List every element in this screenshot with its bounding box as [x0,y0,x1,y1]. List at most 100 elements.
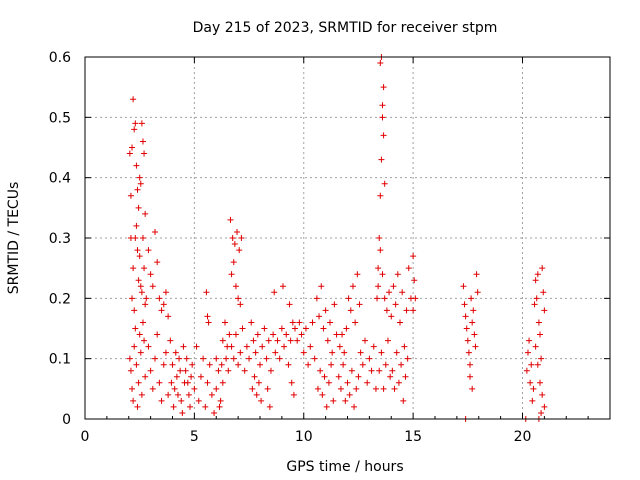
data-point [134,403,141,410]
data-point [147,367,154,374]
data-point [399,289,406,296]
data-point [176,355,183,362]
data-point [287,337,294,344]
data-point [292,325,298,332]
data-point [411,277,418,284]
data-point [272,349,279,356]
data-point [307,343,314,350]
data-point [211,409,218,416]
data-point [286,301,293,308]
data-point [131,126,138,133]
data-point [392,301,399,308]
data-point [376,235,383,241]
data-point [137,180,144,187]
data-point [285,361,292,368]
data-point [524,349,531,356]
data-point [271,289,278,296]
data-point [540,289,547,296]
data-point [288,379,295,386]
data-point [467,361,473,368]
data-point [237,349,244,356]
data-point [145,343,152,350]
data-point [460,283,467,290]
x-axis-label: GPS time / hours [286,459,403,475]
data-point [410,307,417,314]
data-point [179,409,186,416]
data-point [138,120,145,127]
data-point [302,325,309,332]
data-point [354,271,361,278]
data-point [319,391,326,398]
data-point [139,319,146,326]
data-point [165,391,172,398]
data-point [535,319,542,326]
data-point [376,367,383,374]
data-point [327,319,333,326]
data-point [393,349,400,356]
y-tick-label: 0.6 [49,50,71,66]
data-point [305,361,312,368]
x-tick-label: 15 [404,429,422,445]
data-point [534,271,541,278]
data-point [133,162,140,169]
data-point [378,156,385,163]
data-point [225,367,232,374]
data-point [279,283,286,290]
data-point [528,361,535,368]
data-point [401,343,408,350]
data-point [533,295,540,302]
data-point [263,355,270,362]
data-point [195,397,202,404]
data-point [238,235,245,241]
data-point [202,403,209,410]
data-point [398,361,405,368]
data-point [204,379,211,386]
data-point [227,216,234,223]
data-point [379,102,386,109]
data-point [165,313,172,320]
data-point [259,343,266,350]
data-point [343,325,350,332]
data-point [342,397,349,404]
data-point [381,295,388,302]
data-point [329,349,336,356]
data-point [187,403,193,410]
data-point [216,403,223,410]
data-point [156,379,163,386]
data-point [539,265,546,272]
y-tick-label: 0.5 [49,110,71,126]
data-point [468,295,475,302]
data-point [253,391,260,398]
data-point [464,337,471,344]
data-point [219,379,226,386]
data-point [223,355,230,362]
data-point [132,235,139,241]
data-point [316,313,323,320]
data-point [133,361,140,368]
data-point [379,271,386,278]
data-point [218,361,225,368]
data-point [400,397,407,404]
data-point [129,295,136,302]
chart-title: Day 215 of 2023, SRMTID for receiver stp… [193,20,498,36]
data-point [537,331,543,338]
data-point [309,319,316,326]
data-point [191,385,198,392]
data-point [215,367,222,374]
data-point [251,373,258,380]
data-point [229,235,236,241]
data-point [387,373,394,380]
data-point [213,385,220,392]
data-point [290,391,297,398]
data-point [189,361,196,368]
data-point [381,180,388,187]
data-point [311,355,318,362]
data-point [180,343,187,350]
data-point [375,283,382,290]
data-point [264,385,271,392]
data-point [252,349,259,356]
data-point [378,349,385,356]
data-point [538,355,545,362]
data-point [185,391,192,398]
data-point [541,403,548,410]
